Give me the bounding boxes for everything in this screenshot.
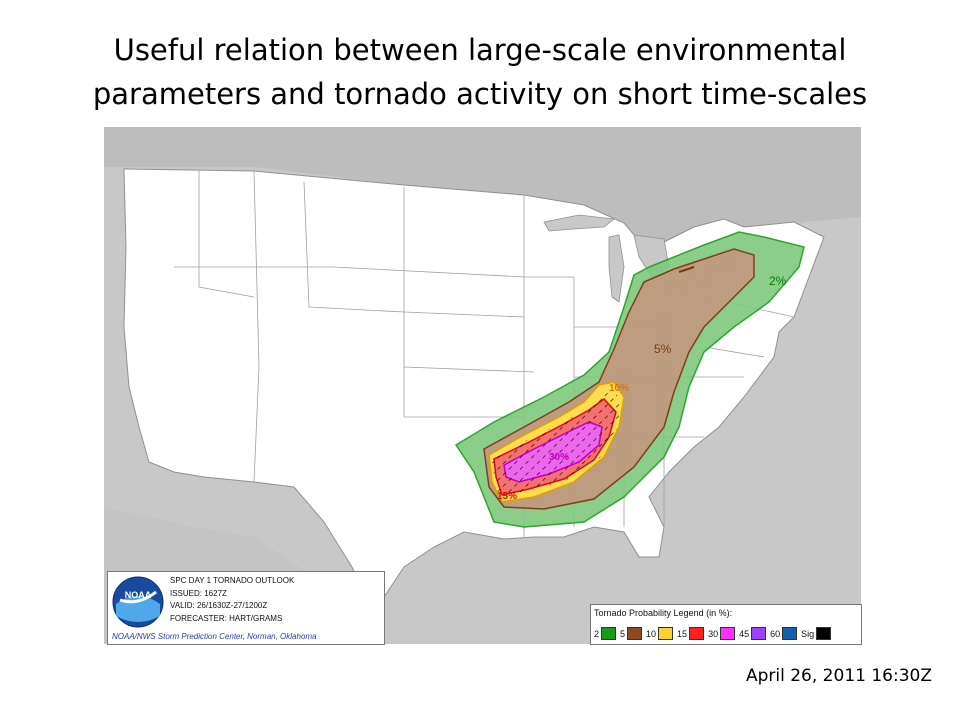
- legend-item: Sig: [801, 627, 835, 640]
- contour-label-30: 30%: [549, 452, 569, 463]
- legend-swatch: [816, 627, 832, 640]
- slide-title-line-2: parameters and tornado activity on short…: [92, 77, 868, 111]
- legend-item-label: 45: [739, 628, 750, 639]
- outlook-text: SPC DAY 1 TORNADO OUTLOOK ISSUED: 1627Z …: [170, 575, 294, 625]
- legend-item: 5: [620, 627, 646, 640]
- legend-item-label: 60: [770, 628, 781, 639]
- lake-superior: [543, 214, 616, 232]
- contour-label-15: 15%: [497, 491, 517, 502]
- legend-item-label: 15: [677, 628, 688, 639]
- svg-text:NOAA: NOAA: [125, 590, 152, 600]
- significant-tornado-hatch: [492, 389, 622, 497]
- legend-item-label: Sig: [801, 628, 815, 639]
- outlook-info-box: NOAA SPC DAY 1 TORNADO OUTLOOK ISSUED: 1…: [107, 571, 385, 645]
- outlook-valid: VALID: 26/1630Z-27/1200Z: [170, 601, 268, 610]
- legend-title: Tornado Probability Legend (in %):: [594, 608, 733, 618]
- legend-item-label: 10: [646, 628, 657, 639]
- legend-swatch: [720, 627, 736, 640]
- legend-item: 45: [739, 627, 770, 640]
- legend-row: 2 5 10 15 30 45 60 Sig: [594, 627, 835, 640]
- tornado-outlook-map: 2% 5% 10% 15% 30%: [104, 127, 861, 644]
- outlook-title: SPC DAY 1 TORNADO OUTLOOK: [170, 576, 295, 585]
- risk-arrow: [678, 266, 695, 273]
- legend-item: 2: [594, 627, 620, 640]
- legend-swatch: [751, 627, 767, 640]
- contour-label-5: 5%: [654, 342, 672, 356]
- legend-item-label: 2: [594, 628, 600, 639]
- legend-swatch: [601, 627, 617, 640]
- legend-item: 30: [708, 627, 739, 640]
- legend-swatch: [689, 627, 705, 640]
- probability-legend: Tornado Probability Legend (in %): 2 5 10 1…: [590, 604, 862, 645]
- lake-michigan: [608, 234, 625, 303]
- legend-item: 60: [770, 627, 801, 640]
- contour-label-10: 10%: [609, 383, 629, 394]
- outlook-issued: ISSUED: 1627Z: [170, 588, 227, 598]
- slide-title: Useful relation between large-scale envi…: [0, 28, 960, 116]
- outlook-forecaster: FORECASTER: HART/GRAMS: [170, 613, 283, 623]
- legend-item-label: 5: [620, 628, 626, 639]
- legend-item: 15: [677, 627, 708, 640]
- legend-swatch: [782, 627, 798, 640]
- legend-item-label: 30: [708, 628, 719, 639]
- slide-title-line-1: Useful relation between large-scale envi…: [113, 33, 847, 67]
- legend-swatch: [627, 627, 643, 640]
- slide-date: April 26, 2011 16:30Z: [745, 666, 932, 686]
- legend-swatch: [658, 627, 674, 640]
- noaa-logo: NOAA: [112, 576, 164, 628]
- legend-item: 10: [646, 627, 677, 640]
- outlook-credit: NOAA/NWS Storm Prediction Center, Norman…: [112, 632, 317, 641]
- contour-label-2: 2%: [769, 274, 787, 288]
